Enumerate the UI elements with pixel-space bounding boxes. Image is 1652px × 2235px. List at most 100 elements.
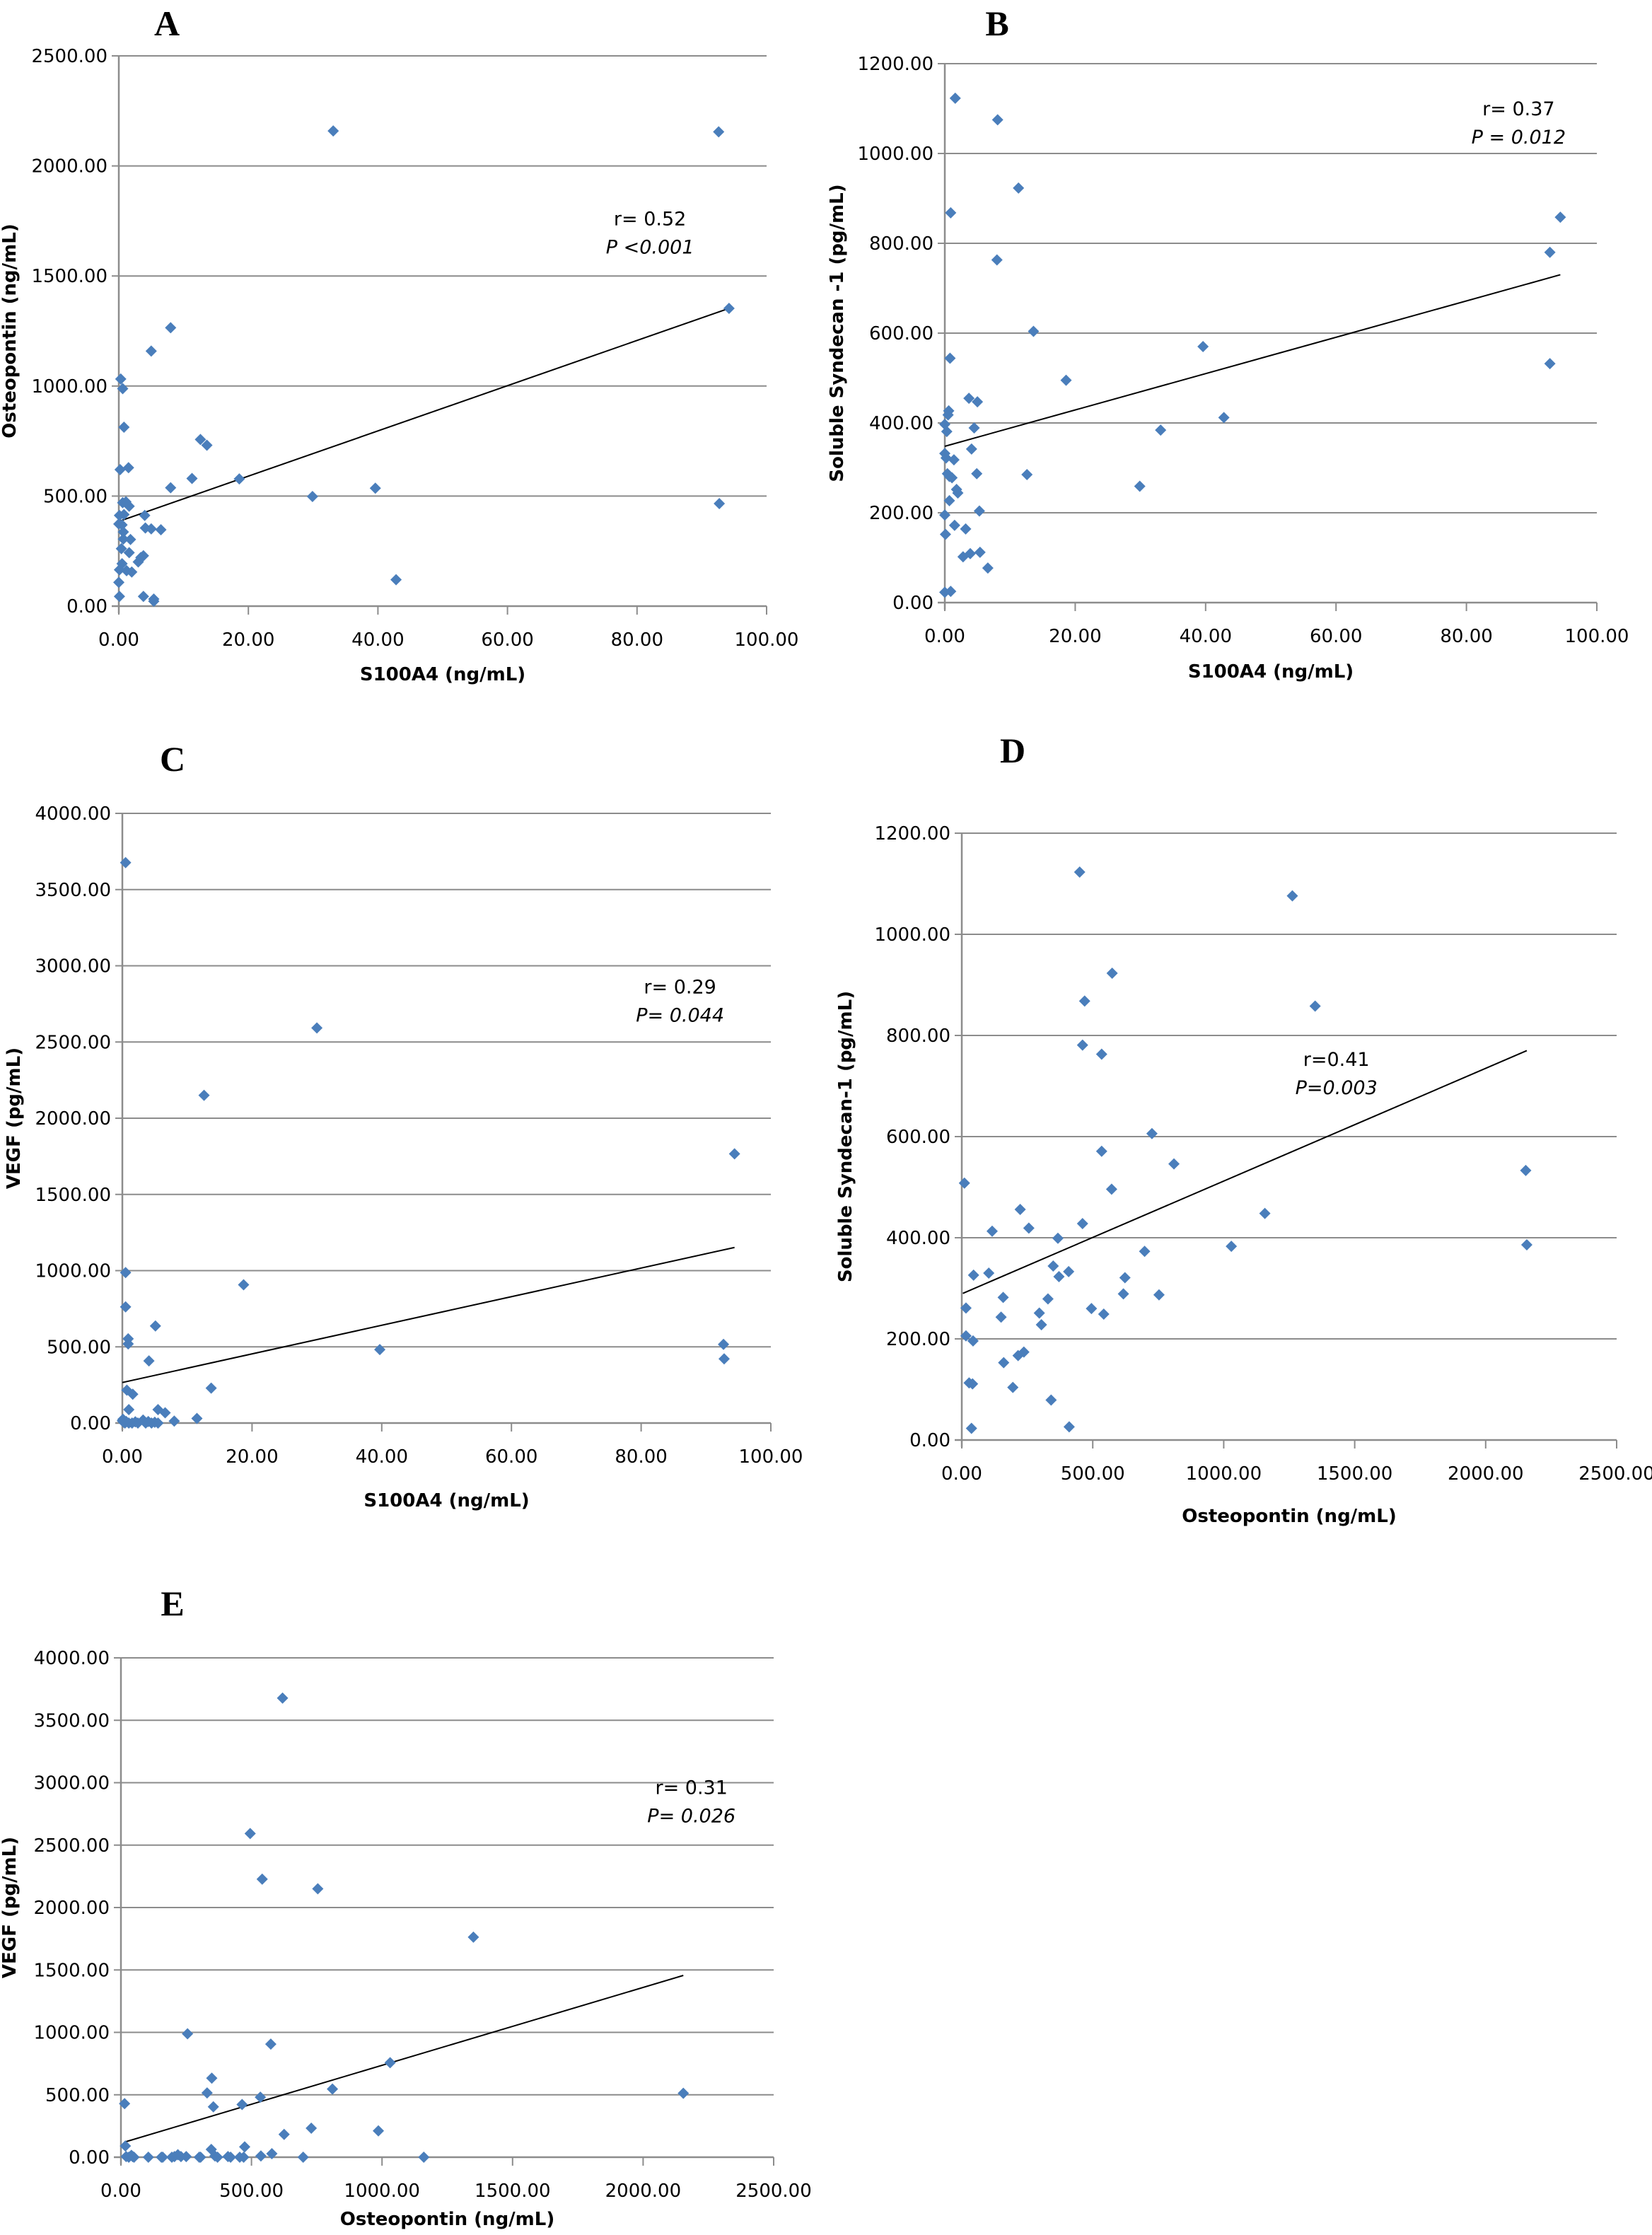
- y-tick-label: 2000.00: [31, 156, 107, 178]
- p-value-label: P= 0.026: [647, 1805, 735, 1827]
- x-axis-title: Osteopontin (ng/mL): [340, 2209, 554, 2230]
- x-tick-label: 500.00: [219, 2181, 284, 2202]
- data-point: [122, 1338, 134, 1350]
- panel-letter: B: [985, 4, 1008, 43]
- data-point: [238, 1279, 250, 1291]
- data-point: [1053, 1271, 1065, 1283]
- y-tick-label: 800.00: [869, 233, 933, 255]
- data-point: [1047, 1260, 1059, 1272]
- data-point: [1074, 866, 1086, 878]
- x-tick-label: 100.00: [1565, 626, 1629, 647]
- data-point: [1078, 995, 1090, 1007]
- data-point: [723, 302, 735, 314]
- data-point: [718, 1353, 730, 1365]
- p-value-label: P <0.001: [606, 237, 694, 259]
- data-point: [958, 1177, 970, 1189]
- data-point: [145, 523, 157, 535]
- correlation-r-label: r=0.41: [1303, 1049, 1370, 1071]
- y-tick-label: 2000.00: [33, 1898, 110, 1919]
- data-point: [128, 2152, 140, 2163]
- data-point: [115, 542, 127, 555]
- data-point: [312, 1883, 324, 1895]
- data-point: [117, 526, 129, 538]
- y-tick-label: 200.00: [869, 503, 933, 524]
- data-point: [964, 547, 976, 559]
- data-point: [1013, 182, 1025, 194]
- data-point: [960, 1330, 972, 1342]
- data-point: [390, 574, 402, 586]
- x-axis-title: S100A4 (ng/mL): [363, 1490, 529, 1511]
- data-point: [1035, 1318, 1047, 1330]
- data-point: [942, 409, 954, 421]
- data-point: [374, 1344, 386, 1356]
- data-point: [120, 1267, 132, 1279]
- data-point: [995, 1311, 1007, 1323]
- data-point: [1021, 469, 1033, 481]
- trendline: [124, 1975, 684, 2143]
- data-point: [1095, 1048, 1107, 1060]
- data-point: [1309, 1000, 1321, 1012]
- y-tick-label: 0.00: [69, 2147, 110, 2169]
- data-point: [1218, 412, 1230, 424]
- data-point: [941, 426, 953, 438]
- data-point: [467, 1931, 479, 1943]
- data-point: [113, 591, 125, 603]
- data-point: [974, 546, 986, 558]
- y-tick-label: 1500.00: [33, 1960, 110, 1981]
- data-point: [1012, 1349, 1024, 1362]
- data-point: [1028, 325, 1040, 337]
- data-point: [113, 576, 124, 588]
- x-tick-label: 20.00: [226, 1446, 278, 1468]
- data-point: [123, 500, 135, 512]
- x-tick-label: 60.00: [485, 1446, 537, 1468]
- data-point: [991, 254, 1003, 266]
- data-point: [142, 2152, 154, 2163]
- data-point: [940, 452, 952, 464]
- trendline: [118, 308, 730, 523]
- x-axis-title: S100A4 (ng/mL): [1188, 661, 1354, 683]
- y-tick-label: 600.00: [869, 323, 933, 344]
- y-tick-label: 500.00: [43, 486, 107, 507]
- data-point: [137, 591, 149, 603]
- data-point: [114, 464, 126, 476]
- data-point: [965, 1422, 977, 1434]
- data-point: [211, 2152, 223, 2163]
- data-point: [123, 1404, 135, 1416]
- x-tick-label: 1500.00: [475, 2181, 551, 2202]
- data-point: [266, 2148, 278, 2160]
- y-tick-label: 400.00: [869, 413, 933, 434]
- x-tick-label: 40.00: [1180, 626, 1232, 647]
- x-tick-label: 0.00: [102, 1446, 143, 1468]
- y-tick-label: 4000.00: [33, 1648, 110, 1669]
- data-point: [943, 494, 955, 506]
- data-point: [997, 1291, 1009, 1304]
- trendline: [122, 1246, 735, 1383]
- panel-letter: C: [160, 739, 185, 779]
- data-point: [373, 2125, 385, 2137]
- data-point: [1520, 1239, 1532, 1251]
- y-tick-label: 1200.00: [857, 54, 933, 75]
- x-tick-label: 0.00: [100, 2181, 141, 2202]
- data-point: [119, 2098, 131, 2110]
- y-tick-label: 1000.00: [31, 376, 107, 397]
- data-point: [991, 114, 1004, 126]
- data-point: [1134, 480, 1146, 492]
- x-tick-label: 500.00: [1061, 1463, 1125, 1485]
- data-point: [206, 2072, 218, 2084]
- data-point: [155, 524, 167, 536]
- data-point: [233, 473, 245, 485]
- y-tick-label: 2500.00: [35, 1032, 111, 1053]
- y-tick-label: 0.00: [66, 596, 107, 617]
- p-value-label: P = 0.012: [1472, 127, 1566, 149]
- x-tick-label: 1000.00: [344, 2181, 420, 2202]
- data-point: [145, 345, 157, 357]
- y-tick-label: 400.00: [886, 1228, 950, 1249]
- data-point: [244, 1828, 256, 1840]
- data-point: [1226, 1241, 1238, 1253]
- data-point: [945, 207, 957, 219]
- data-point: [117, 533, 129, 545]
- data-point: [1197, 341, 1209, 353]
- data-point: [1076, 1217, 1088, 1229]
- data-point: [152, 1417, 164, 1429]
